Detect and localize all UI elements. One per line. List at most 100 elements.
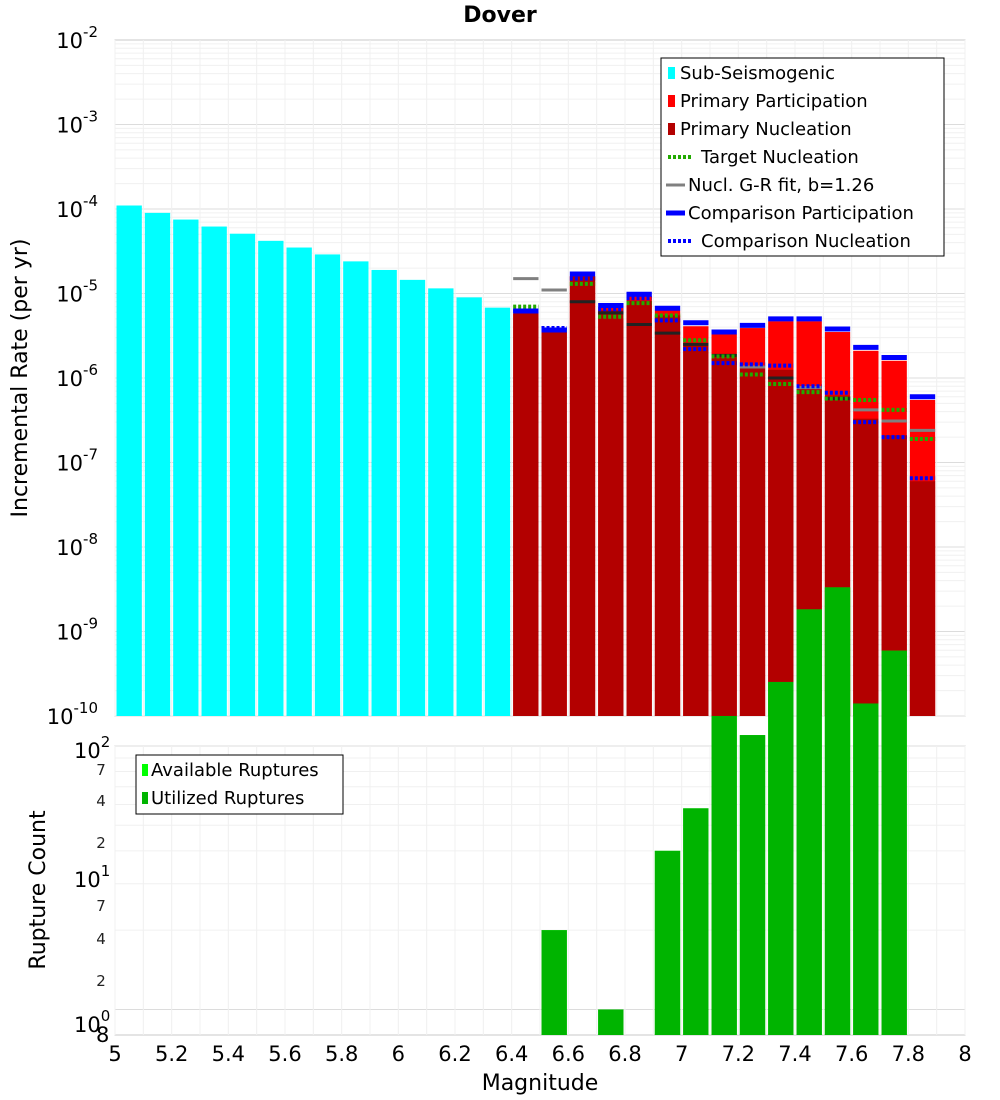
utilized-ruptures-bar bbox=[541, 930, 567, 1035]
top-y-tick-label: 10-2 bbox=[56, 23, 98, 53]
legend-swatch bbox=[668, 123, 675, 135]
top-legend-box bbox=[660, 57, 945, 257]
bottom-y-axis-label: Rupture Count bbox=[26, 810, 51, 970]
bottom-y-minor-tick-label: 4 bbox=[96, 792, 106, 810]
sub-seismogenic-bar bbox=[201, 226, 227, 716]
legend-swatch bbox=[668, 95, 675, 107]
primary-nucleation-bar bbox=[541, 332, 567, 716]
bottom-y-tick-label: 100 bbox=[74, 1007, 110, 1037]
top-y-tick-label: 10-3 bbox=[56, 108, 98, 138]
sub-seismogenic-bar bbox=[116, 205, 142, 716]
legend-label: Comparison Participation bbox=[688, 203, 914, 224]
primary-nucleation-bar bbox=[739, 368, 766, 716]
top-panel: 10-2 10-3 10-4 10-5 10-6 10-7 10-8 10-9 10-10 In… bbox=[8, 23, 966, 729]
x-tick-label: 5.8 bbox=[325, 1042, 358, 1066]
bottom-y-minor-tick-label: 2 bbox=[96, 834, 106, 852]
primary-nucleation-bar bbox=[711, 354, 737, 716]
legend-label: Comparison Nucleation bbox=[701, 231, 911, 252]
x-tick-label: 7 bbox=[675, 1042, 688, 1066]
legend-label: Primary Participation bbox=[680, 91, 868, 112]
utilized-ruptures-bar bbox=[598, 1009, 624, 1035]
sub-seismogenic-bar bbox=[343, 261, 369, 716]
top-y-tick-label: 10-4 bbox=[56, 192, 98, 222]
primary-nucleation-bar bbox=[853, 418, 879, 716]
x-tick-label: 5.6 bbox=[268, 1042, 301, 1066]
sub-seismogenic-bar bbox=[286, 247, 312, 716]
x-tick-label: 5.4 bbox=[212, 1042, 245, 1066]
top-bars bbox=[116, 205, 936, 717]
top-y-tick-label: 10-7 bbox=[56, 446, 98, 476]
sub-seismogenic-bar bbox=[258, 240, 284, 716]
x-tick-label: 6.6 bbox=[552, 1042, 585, 1066]
sub-seismogenic-bar bbox=[173, 219, 199, 717]
utilized-ruptures-bar bbox=[739, 735, 766, 1035]
top-y-tick-label: 10-9 bbox=[56, 615, 98, 645]
primary-nucleation-bar bbox=[626, 300, 652, 716]
x-tick-label: 6.4 bbox=[495, 1042, 528, 1066]
x-tick-label: 7.4 bbox=[778, 1042, 811, 1066]
x-tick-label: 6.8 bbox=[608, 1042, 641, 1066]
x-tick-label: 5.2 bbox=[155, 1042, 188, 1066]
utilized-ruptures-bar bbox=[654, 850, 681, 1035]
x-tick-label: 5 bbox=[108, 1042, 121, 1066]
top-y-tick-label: 10-6 bbox=[56, 361, 98, 391]
sub-seismogenic-bar bbox=[484, 307, 511, 716]
top-y-tick-labels: 10-2 10-3 10-4 10-5 10-6 10-7 10-8 10-9 10-10 bbox=[47, 23, 98, 729]
bottom-y-minor-tick-label: 4 bbox=[96, 930, 106, 948]
primary-nucleation-bar bbox=[683, 342, 709, 716]
x-tick-label: 7.2 bbox=[722, 1042, 755, 1066]
bottom-legend: Available Ruptures Utilized Ruptures bbox=[135, 754, 344, 815]
top-lines bbox=[513, 271, 936, 481]
primary-nucleation-bar bbox=[569, 276, 596, 716]
legend-label: Nucl. G-R fit, b=1.26 bbox=[688, 175, 874, 196]
legend-label: Sub-Seismogenic bbox=[680, 63, 835, 84]
utilized-ruptures-bar bbox=[683, 808, 709, 1035]
sub-seismogenic-bar bbox=[399, 279, 426, 716]
legend-label: Target Nucleation bbox=[700, 147, 859, 168]
bottom-y-minor-tick-label: 7 bbox=[96, 897, 106, 915]
utilized-ruptures-bar bbox=[824, 587, 851, 1035]
utilized-ruptures-bar bbox=[796, 609, 822, 1035]
bottom-panel: 102 101 100 7 4 2 7 4 2 8 Rupture Count Available… bbox=[26, 587, 966, 1047]
utilized-ruptures-bar bbox=[853, 703, 879, 1035]
x-tick-labels: 5 5.2 5.4 5.6 5.8 6 6.2 6.4 6.6 6.8 7 7.2 7.4 7.6 7.8 8 bbox=[108, 1042, 971, 1066]
top-y-tick-label: 10-10 bbox=[47, 699, 98, 729]
primary-nucleation-bar bbox=[513, 313, 539, 716]
legend-label: Available Ruptures bbox=[151, 760, 319, 781]
bottom-y-min-label: 8 bbox=[96, 1023, 109, 1047]
primary-nucleation-bar bbox=[598, 310, 624, 716]
bottom-y-tick-label: 102 bbox=[74, 733, 110, 763]
bottom-y-tick-labels: 102 101 100 7 4 2 7 4 2 8 bbox=[74, 733, 110, 1047]
top-y-axis-label: Incremental Rate (per yr) bbox=[8, 239, 33, 518]
sub-seismogenic-bar bbox=[371, 269, 397, 716]
top-y-tick-label: 10-5 bbox=[56, 277, 98, 307]
legend-swatch bbox=[142, 764, 148, 776]
utilized-ruptures-bar bbox=[881, 650, 907, 1035]
primary-nucleation-bar bbox=[654, 315, 681, 716]
utilized-ruptures-bar bbox=[711, 715, 737, 1035]
x-tick-label: 7.6 bbox=[835, 1042, 868, 1066]
sub-seismogenic-bar bbox=[314, 254, 341, 716]
x-axis-label: Magnitude bbox=[482, 1071, 599, 1096]
primary-nucleation-bar bbox=[909, 481, 936, 716]
bottom-grid bbox=[114, 745, 966, 1035]
bottom-legend-box bbox=[135, 754, 344, 815]
x-tick-label: 8 bbox=[958, 1042, 971, 1066]
utilized-ruptures-bar bbox=[768, 681, 794, 1035]
sub-seismogenic-bar bbox=[144, 212, 171, 716]
x-tick-label: 6.2 bbox=[438, 1042, 471, 1066]
top-legend: Sub-Seismogenic Primary Participation Prim… bbox=[660, 57, 945, 257]
legend-label: Primary Nucleation bbox=[680, 119, 852, 140]
primary-nucleation-bar bbox=[768, 369, 794, 716]
bottom-y-minor-tick-label: 7 bbox=[96, 761, 106, 779]
sub-seismogenic-bar bbox=[456, 297, 482, 716]
sub-seismogenic-bar bbox=[229, 233, 256, 716]
top-y-tick-label: 10-8 bbox=[56, 530, 98, 560]
bottom-y-tick-label: 101 bbox=[74, 862, 110, 892]
x-tick-label: 6 bbox=[392, 1042, 405, 1066]
x-tick-label: 7.8 bbox=[892, 1042, 925, 1066]
legend-swatch bbox=[668, 67, 675, 79]
bottom-y-minor-tick-label: 2 bbox=[96, 972, 106, 990]
bottom-bars bbox=[541, 587, 907, 1035]
